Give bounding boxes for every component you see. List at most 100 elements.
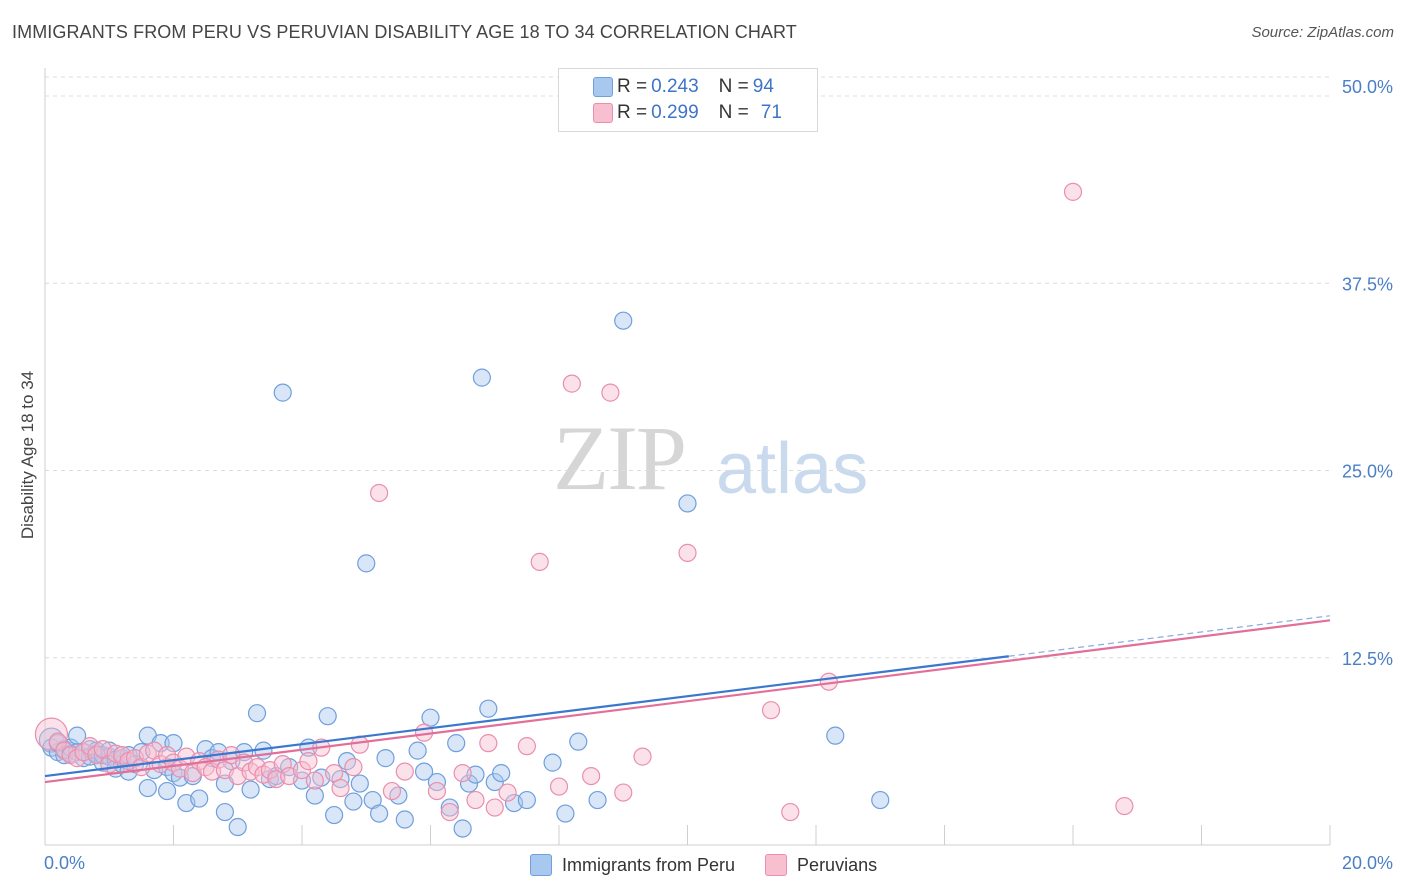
y-tick-label: 12.5% [1342, 649, 1393, 669]
n-label: N = [718, 102, 749, 123]
legend-swatch-blue [530, 854, 552, 876]
grid-lines [45, 76, 1330, 659]
data-point [241, 780, 260, 799]
data-point [614, 783, 633, 802]
n-value: 94 [752, 76, 774, 97]
legend-label: Peruvians [797, 854, 878, 875]
legend-label: Immigrants from Peru [562, 854, 736, 875]
data-point [517, 790, 536, 810]
data-point [344, 792, 363, 811]
data-point [1115, 796, 1134, 816]
data-point [871, 790, 890, 810]
data-point [1063, 182, 1083, 201]
data-point [350, 774, 369, 793]
data-point [582, 766, 601, 786]
trend-line-blue [44, 655, 1009, 778]
data-point [614, 311, 633, 330]
n-value: 71 [760, 102, 782, 123]
data-point [138, 778, 157, 798]
data-point [633, 747, 652, 766]
data-point [382, 781, 402, 801]
data-point [305, 771, 324, 790]
trend-line-blue-extension [1008, 615, 1331, 657]
data-point [459, 774, 479, 793]
data-point [569, 732, 588, 751]
data-point [761, 701, 781, 720]
data-point [678, 494, 697, 513]
data-point [325, 763, 344, 783]
data-point [48, 732, 67, 751]
data-point [68, 726, 87, 745]
data-point [826, 726, 845, 745]
y-tick-label: 50.0% [1342, 77, 1393, 97]
data-point [781, 802, 800, 822]
data-point [273, 383, 292, 402]
data-point [485, 772, 504, 792]
data-point [562, 374, 581, 393]
axes [44, 68, 1331, 846]
data-point [453, 819, 472, 838]
legend-swatch-pink [765, 854, 788, 876]
r-label: R = [617, 76, 648, 97]
legend-item-immigrants-from-peru: Immigrants from Peru [530, 854, 735, 876]
r-label: R = [617, 102, 648, 123]
data-point [421, 708, 440, 727]
legend-item-peruvians: Peruvians [765, 854, 877, 876]
tick-labels: 12.5% 25.0% 37.5% 50.0% 0.0% 20.0% [44, 77, 1393, 873]
data-point [370, 804, 389, 823]
y-tick-label: 25.0% [1342, 462, 1393, 482]
legend-row-blue: R = 0.243 N = 94 [593, 75, 774, 99]
data-point [395, 762, 414, 781]
data-point [190, 789, 209, 808]
series-immigrants-from-peru [38, 311, 890, 838]
data-point [414, 762, 434, 781]
data-point [479, 699, 498, 718]
data-point [370, 483, 389, 503]
data-point [440, 802, 459, 822]
data-point [549, 777, 569, 796]
data-point [318, 707, 337, 726]
n-label: N = [718, 76, 749, 97]
data-point [517, 737, 536, 756]
data-point [472, 368, 491, 387]
data-point [447, 734, 466, 753]
watermark-zip: ZIP [553, 407, 687, 509]
x-tick-label: 20.0% [1342, 853, 1393, 873]
data-point [34, 717, 69, 751]
data-point [247, 704, 267, 723]
y-tick-label: 37.5% [1342, 274, 1393, 294]
data-point [299, 752, 318, 771]
watermark-atlas: atlas [716, 429, 869, 509]
data-point [678, 543, 697, 562]
legend-swatch-pink [593, 103, 613, 123]
data-point [228, 817, 247, 837]
data-point [408, 741, 427, 760]
data-point [357, 554, 376, 573]
data-point [556, 804, 575, 823]
data-point [479, 734, 498, 753]
x-tick-label: 0.0% [44, 853, 85, 873]
legend-swatch-blue [593, 77, 613, 97]
r-value: 0.243 [651, 76, 699, 97]
trend-lines [44, 615, 1331, 784]
data-point [325, 805, 344, 825]
data-point [376, 749, 395, 768]
data-point [588, 790, 607, 810]
data-point [305, 786, 324, 805]
data-point [395, 810, 414, 829]
data-point [543, 753, 562, 772]
data-point [344, 758, 363, 777]
source-credit: Source: ZipAtlas.com [1251, 24, 1394, 41]
data-point [440, 798, 459, 817]
data-point [530, 552, 549, 571]
data-point [331, 778, 350, 798]
r-value: 0.299 [651, 102, 699, 123]
legend-row-pink: R = 0.299 N = 71 [593, 101, 782, 125]
data-point [498, 783, 517, 802]
trend-line-pink [44, 619, 1331, 784]
data-point [492, 763, 511, 783]
data-point [485, 798, 504, 817]
series-peruvians [34, 182, 1134, 822]
data-point [292, 760, 312, 780]
